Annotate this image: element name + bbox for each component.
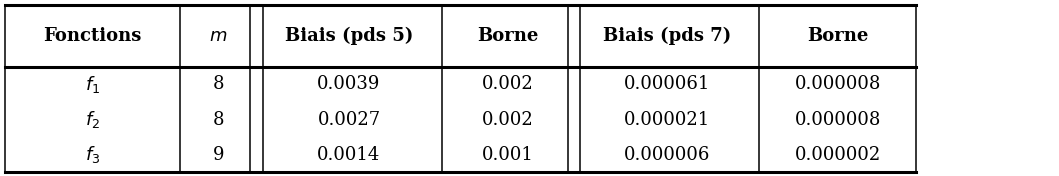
Text: 0.0027: 0.0027: [318, 111, 380, 129]
Text: 0.000021: 0.000021: [624, 111, 710, 129]
Text: 0.002: 0.002: [482, 111, 534, 129]
Text: 8: 8: [213, 76, 223, 93]
Text: $f_2$: $f_2$: [85, 109, 101, 130]
Text: 0.0039: 0.0039: [318, 76, 380, 93]
Text: 0.002: 0.002: [482, 76, 534, 93]
Text: $f_1$: $f_1$: [85, 74, 101, 95]
Text: Fonctions: Fonctions: [43, 27, 142, 45]
Text: Borne: Borne: [478, 27, 538, 45]
Text: Borne: Borne: [807, 27, 868, 45]
Text: $f_3$: $f_3$: [85, 144, 101, 165]
Text: 0.000008: 0.000008: [794, 111, 881, 129]
Text: $m$: $m$: [209, 27, 228, 45]
Text: 0.000002: 0.000002: [794, 146, 881, 164]
Text: 0.000006: 0.000006: [624, 146, 710, 164]
Text: Biais (pds 7): Biais (pds 7): [603, 27, 731, 45]
Text: 0.001: 0.001: [482, 146, 534, 164]
Text: 9: 9: [213, 146, 223, 164]
Text: 0.000061: 0.000061: [624, 76, 710, 93]
Text: 8: 8: [213, 111, 223, 129]
Text: Biais (pds 5): Biais (pds 5): [285, 27, 413, 45]
Text: 0.000008: 0.000008: [794, 76, 881, 93]
Text: 0.0014: 0.0014: [318, 146, 380, 164]
